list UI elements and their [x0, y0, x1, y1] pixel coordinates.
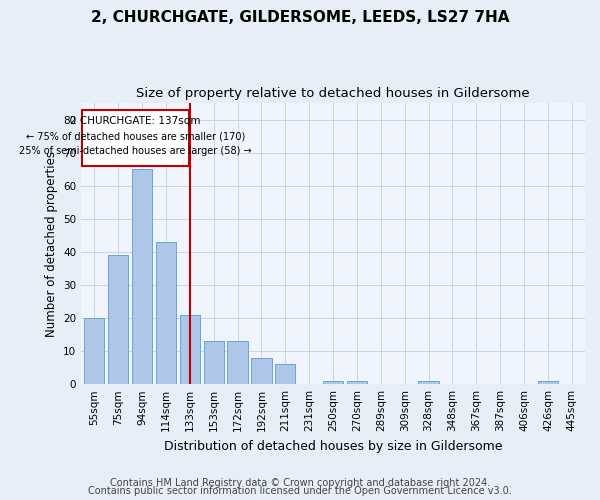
Text: 25% of semi-detached houses are larger (58) →: 25% of semi-detached houses are larger (… — [19, 146, 252, 156]
Bar — [156, 242, 176, 384]
X-axis label: Distribution of detached houses by size in Gildersome: Distribution of detached houses by size … — [164, 440, 502, 452]
Bar — [251, 358, 272, 384]
Bar — [275, 364, 295, 384]
Bar — [227, 341, 248, 384]
Bar — [323, 381, 343, 384]
Bar — [347, 381, 367, 384]
Title: Size of property relative to detached houses in Gildersome: Size of property relative to detached ho… — [136, 88, 530, 101]
Text: 2, CHURCHGATE, GILDERSOME, LEEDS, LS27 7HA: 2, CHURCHGATE, GILDERSOME, LEEDS, LS27 7… — [91, 10, 509, 25]
Text: ← 75% of detached houses are smaller (170): ← 75% of detached houses are smaller (17… — [26, 131, 245, 141]
Text: Contains HM Land Registry data © Crown copyright and database right 2024.: Contains HM Land Registry data © Crown c… — [110, 478, 490, 488]
Bar — [132, 169, 152, 384]
Bar — [108, 255, 128, 384]
Y-axis label: Number of detached properties: Number of detached properties — [44, 150, 58, 336]
Bar — [82, 110, 188, 166]
Text: 2 CHURCHGATE: 137sqm: 2 CHURCHGATE: 137sqm — [70, 116, 201, 126]
Bar — [84, 318, 104, 384]
Text: Contains public sector information licensed under the Open Government Licence v3: Contains public sector information licen… — [88, 486, 512, 496]
Bar — [538, 381, 558, 384]
Bar — [179, 314, 200, 384]
Bar — [418, 381, 439, 384]
Bar — [203, 341, 224, 384]
